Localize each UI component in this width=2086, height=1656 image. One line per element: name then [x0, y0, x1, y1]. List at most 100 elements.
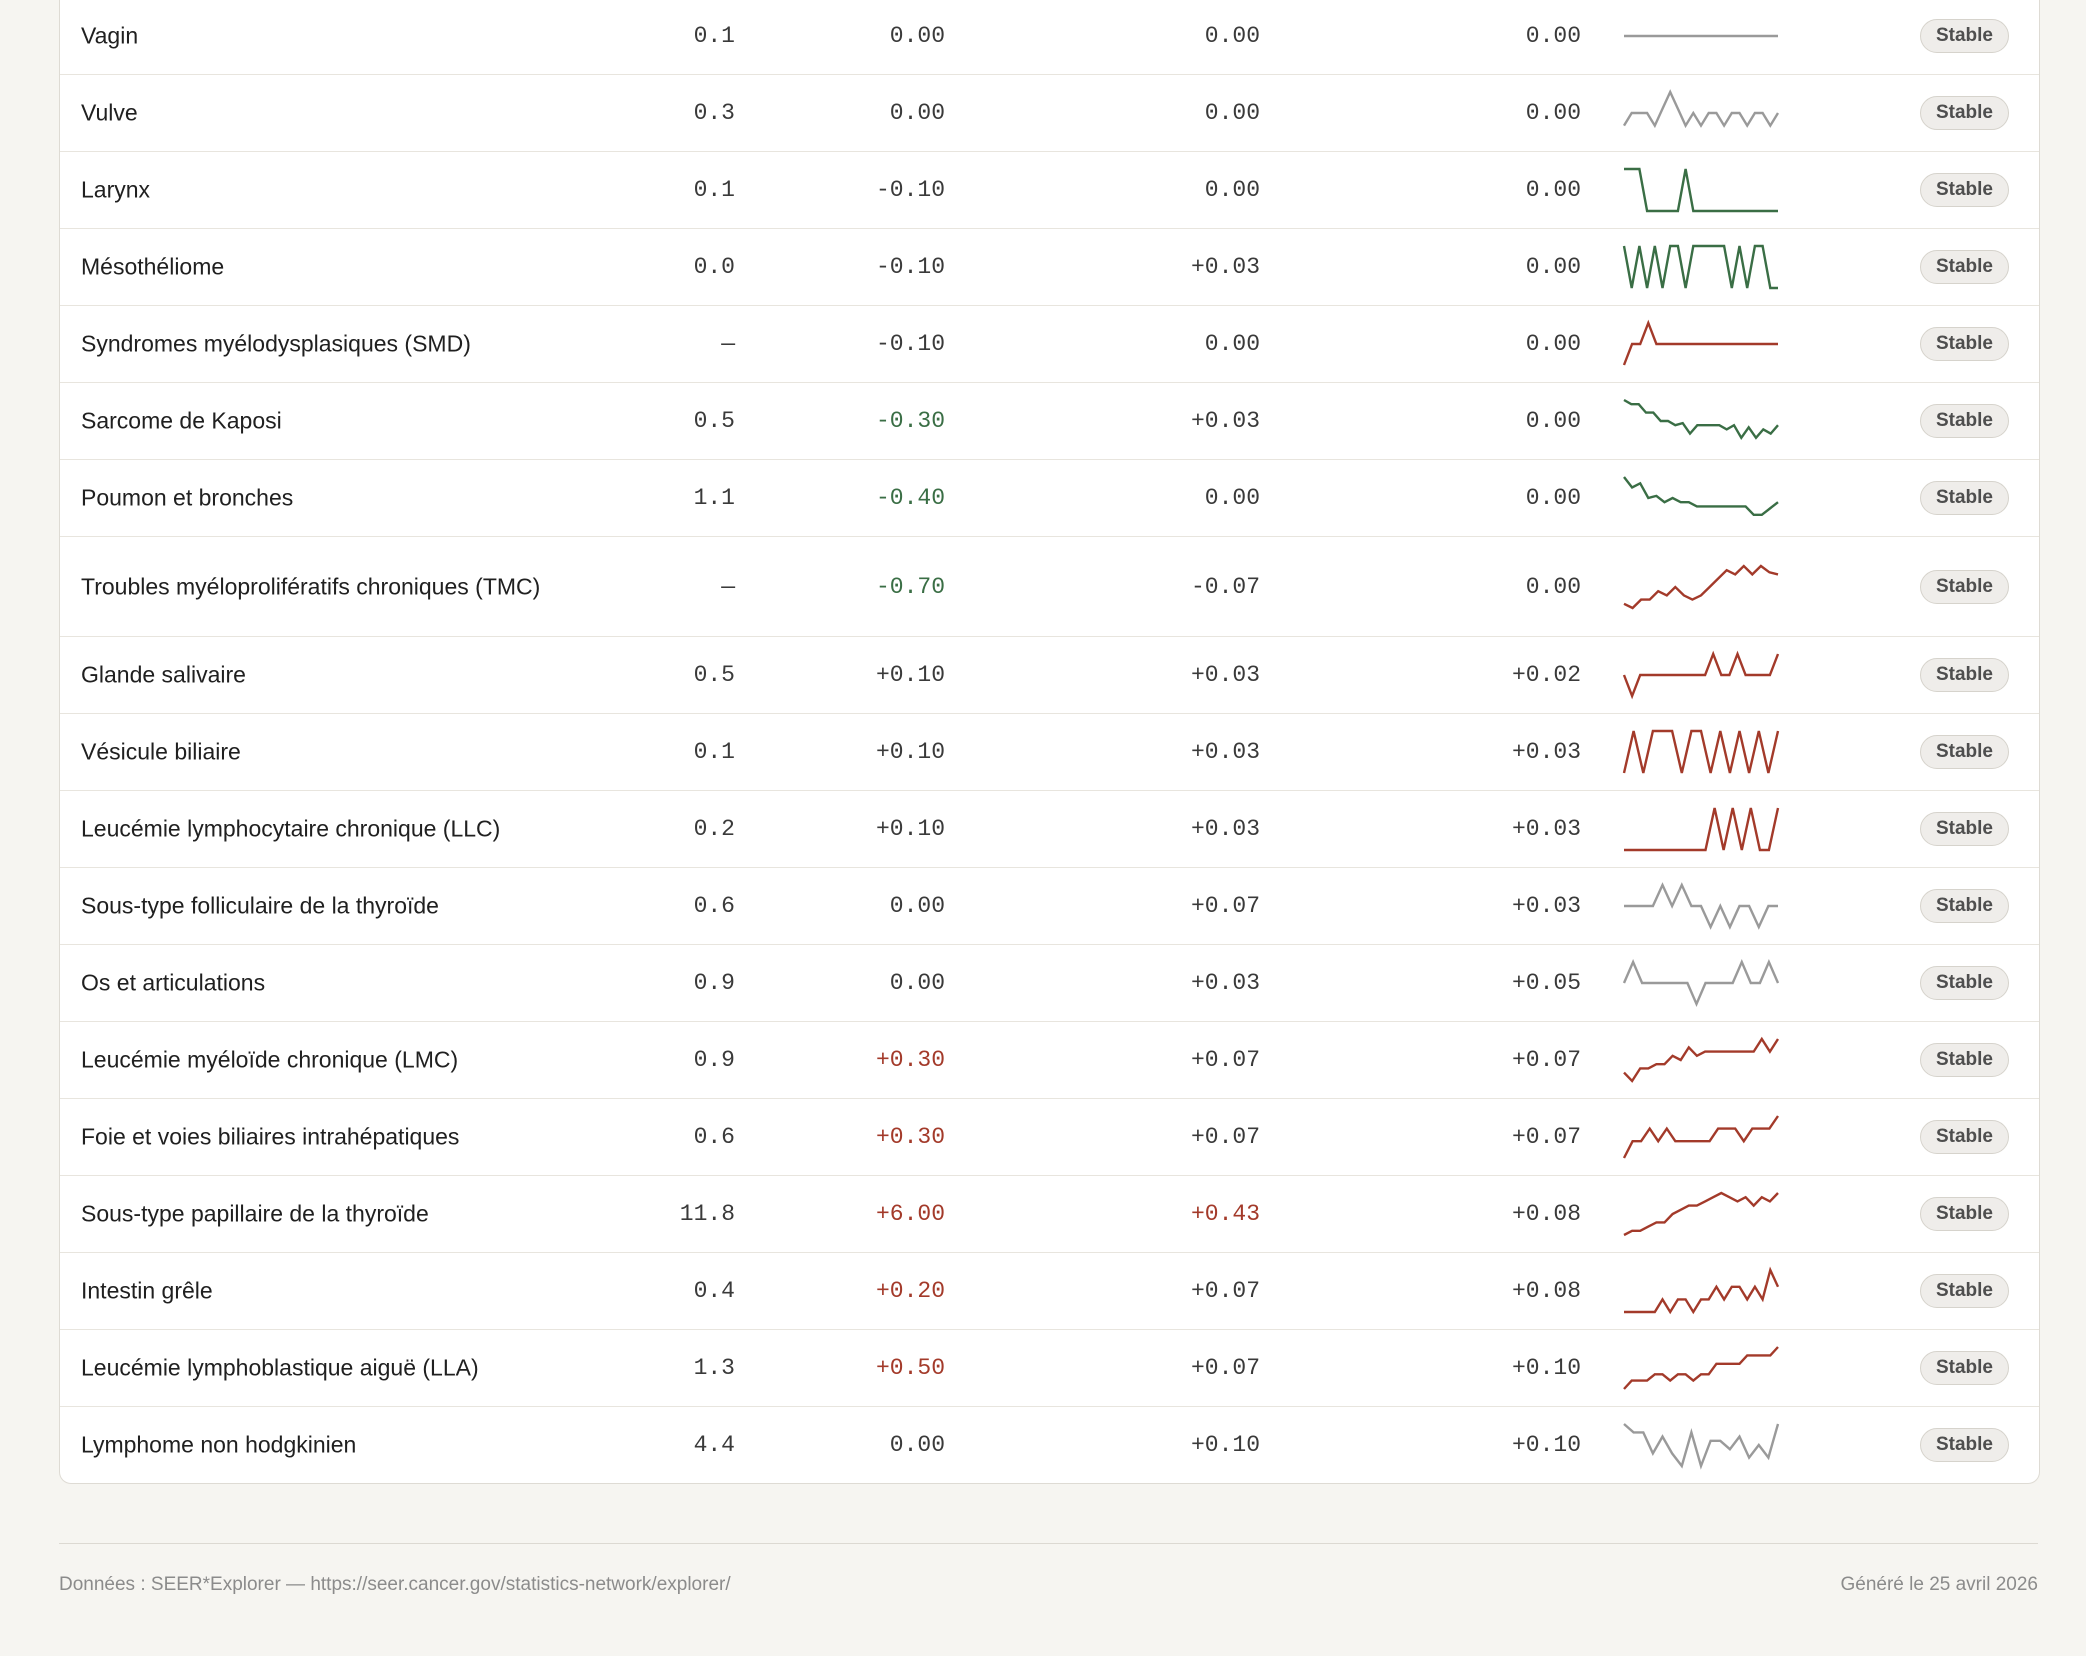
site-name: Glande salivaire [81, 661, 246, 688]
trend-value-1: +6.00 [875, 1201, 945, 1227]
trend-sparkline [1622, 958, 1780, 1008]
trend-value-3: +0.10 [1511, 1432, 1581, 1458]
sparkline-series [1624, 1266, 1780, 1315]
trend-value-2: 0.00 [1204, 485, 1260, 511]
trend-value-1: +0.30 [875, 1047, 945, 1073]
status-badge: Stable [1919, 96, 2009, 130]
status-badge: Stable [1919, 569, 2009, 604]
footer-source: Données : SEER*Explorer — https://seer.c… [59, 1574, 731, 1595]
trend-value-1: +0.10 [875, 816, 945, 842]
trend-table: Vagin 0.1 0.00 0.00 0.00 Stable Vulve 0.3 0.00 0.… [59, 0, 2040, 1484]
site-name: Vulve [81, 99, 138, 126]
site-name: Os et articulations [81, 969, 266, 996]
site-name: Troubles myéloprolifératifs chroniques (… [81, 573, 541, 599]
trend-sparkline [1623, 1036, 1780, 1083]
table-row: Sous-type papillaire de la thyroïde 11.8 +… [60, 1175, 2039, 1252]
trend-value-2: +0.07 [1190, 893, 1260, 919]
site-name: Leucémie lymphoblastique aiguë (LLA) [81, 1354, 479, 1381]
trend-value-1: +0.50 [875, 1355, 945, 1381]
incidence-rate: 0.3 [693, 100, 735, 126]
trend-value-1: +0.10 [875, 739, 945, 765]
footer-divider [59, 1543, 2038, 1544]
sparkline-series [1622, 89, 1780, 129]
status-badge: Stable [1919, 658, 2009, 692]
incidence-rate: 0.1 [693, 23, 735, 49]
status-badge: Stable [1919, 1274, 2009, 1308]
trend-value-3: +0.03 [1511, 816, 1581, 842]
site-name: Leucémie lymphocytaire chronique (LLC) [81, 815, 501, 842]
sparkline-series [1622, 244, 1778, 290]
trend-value-3: +0.07 [1511, 1124, 1581, 1150]
sparkline-series [1623, 1423, 1780, 1470]
status-badge: Stable [1919, 966, 2009, 1000]
incidence-rate: 0.9 [693, 970, 735, 996]
sparkline-series [1622, 958, 1780, 1008]
status-badge: Stable [1919, 327, 2009, 361]
trend-sparkline [1624, 1266, 1780, 1315]
trend-value-3: 0.00 [1525, 254, 1581, 280]
trend-value-3: 0.00 [1525, 485, 1581, 511]
trend-sparkline [1622, 89, 1780, 129]
status-badge: Stable [1919, 735, 2009, 769]
sparkline-series [1623, 1191, 1779, 1237]
trend-sparkline [1623, 476, 1779, 516]
site-name: Poumon et bronches [81, 484, 294, 511]
incidence-rate: 0.5 [693, 408, 735, 434]
trend-value-2: +0.07 [1190, 1278, 1260, 1304]
status-badge: Stable [1919, 19, 2009, 53]
trend-value-1: +0.30 [875, 1124, 945, 1150]
trend-value-2: +0.03 [1190, 408, 1260, 434]
trend-value-2: +0.07 [1190, 1124, 1260, 1150]
trend-value-1: -0.70 [875, 573, 945, 600]
trend-sparkline [1622, 244, 1778, 290]
sparkline-series [1622, 650, 1780, 700]
trend-sparkline [1624, 167, 1778, 213]
trend-sparkline [1623, 1423, 1780, 1470]
trend-value-3: +0.02 [1511, 662, 1581, 688]
site-name: Mésothéliome [81, 253, 225, 280]
incidence-rate: 1.3 [693, 1355, 735, 1381]
table-row: Mésothéliome 0.0 -0.10 +0.03 0.00 Stable [60, 228, 2039, 305]
trend-value-2: +0.03 [1190, 662, 1260, 688]
status-badge: Stable [1919, 889, 2009, 923]
table-row: Troubles myéloprolifératifs chroniques (… [60, 536, 2039, 636]
trend-value-2: +0.03 [1190, 739, 1260, 765]
sparkline-series [1622, 319, 1778, 366]
trend-value-3: 0.00 [1525, 331, 1581, 357]
trend-value-3: +0.08 [1511, 1201, 1581, 1227]
table-row: Sarcome de Kaposi 0.5 -0.30 +0.03 0.00 Stable [60, 382, 2039, 459]
trend-value-1: -0.10 [875, 177, 945, 203]
trend-value-3: +0.10 [1511, 1355, 1581, 1381]
incidence-rate: 1.1 [693, 485, 735, 511]
trend-sparkline [1622, 650, 1780, 700]
trend-value-3: 0.00 [1525, 573, 1581, 600]
trend-sparkline [1624, 34, 1778, 38]
status-badge: Stable [1919, 1043, 2009, 1077]
trend-value-2: -0.07 [1190, 573, 1260, 600]
trend-value-1: -0.10 [875, 254, 945, 280]
trend-sparkline [1622, 729, 1780, 774]
site-name: Larynx [81, 176, 151, 203]
trend-value-3: +0.03 [1511, 739, 1581, 765]
trend-value-3: +0.08 [1511, 1278, 1581, 1304]
trend-value-2: +0.43 [1190, 1201, 1260, 1227]
site-name: Sous-type folliculaire de la thyroïde [81, 892, 439, 919]
incidence-rate: 0.5 [693, 662, 735, 688]
trend-value-3: 0.00 [1525, 23, 1581, 49]
trend-value-2: +0.07 [1190, 1047, 1260, 1073]
incidence-rate: 11.8 [679, 1201, 735, 1227]
table-row: Lymphome non hodgkinien 4.4 0.00 +0.10 +0.10… [60, 1406, 2039, 1483]
incidence-rate: 0.0 [693, 254, 735, 280]
status-badge: Stable [1919, 812, 2009, 846]
sparkline-series [1623, 476, 1779, 516]
table-row: Leucémie lymphocytaire chronique (LLC) 0.… [60, 790, 2039, 867]
trend-value-2: 0.00 [1204, 177, 1260, 203]
table-row: Os et articulations 0.9 0.00 +0.03 +0.05 Stab… [60, 944, 2039, 1021]
trend-value-3: 0.00 [1525, 177, 1581, 203]
incidence-rate: 0.4 [693, 1278, 735, 1304]
incidence-rate: 0.6 [693, 1124, 735, 1150]
table-body: Vagin 0.1 0.00 0.00 0.00 Stable Vulve 0.3 0.00 0.… [60, 0, 2039, 1483]
trend-sparkline [1622, 1115, 1779, 1159]
trend-value-1: +0.20 [875, 1278, 945, 1304]
site-name: Lymphome non hodgkinien [81, 1431, 357, 1458]
